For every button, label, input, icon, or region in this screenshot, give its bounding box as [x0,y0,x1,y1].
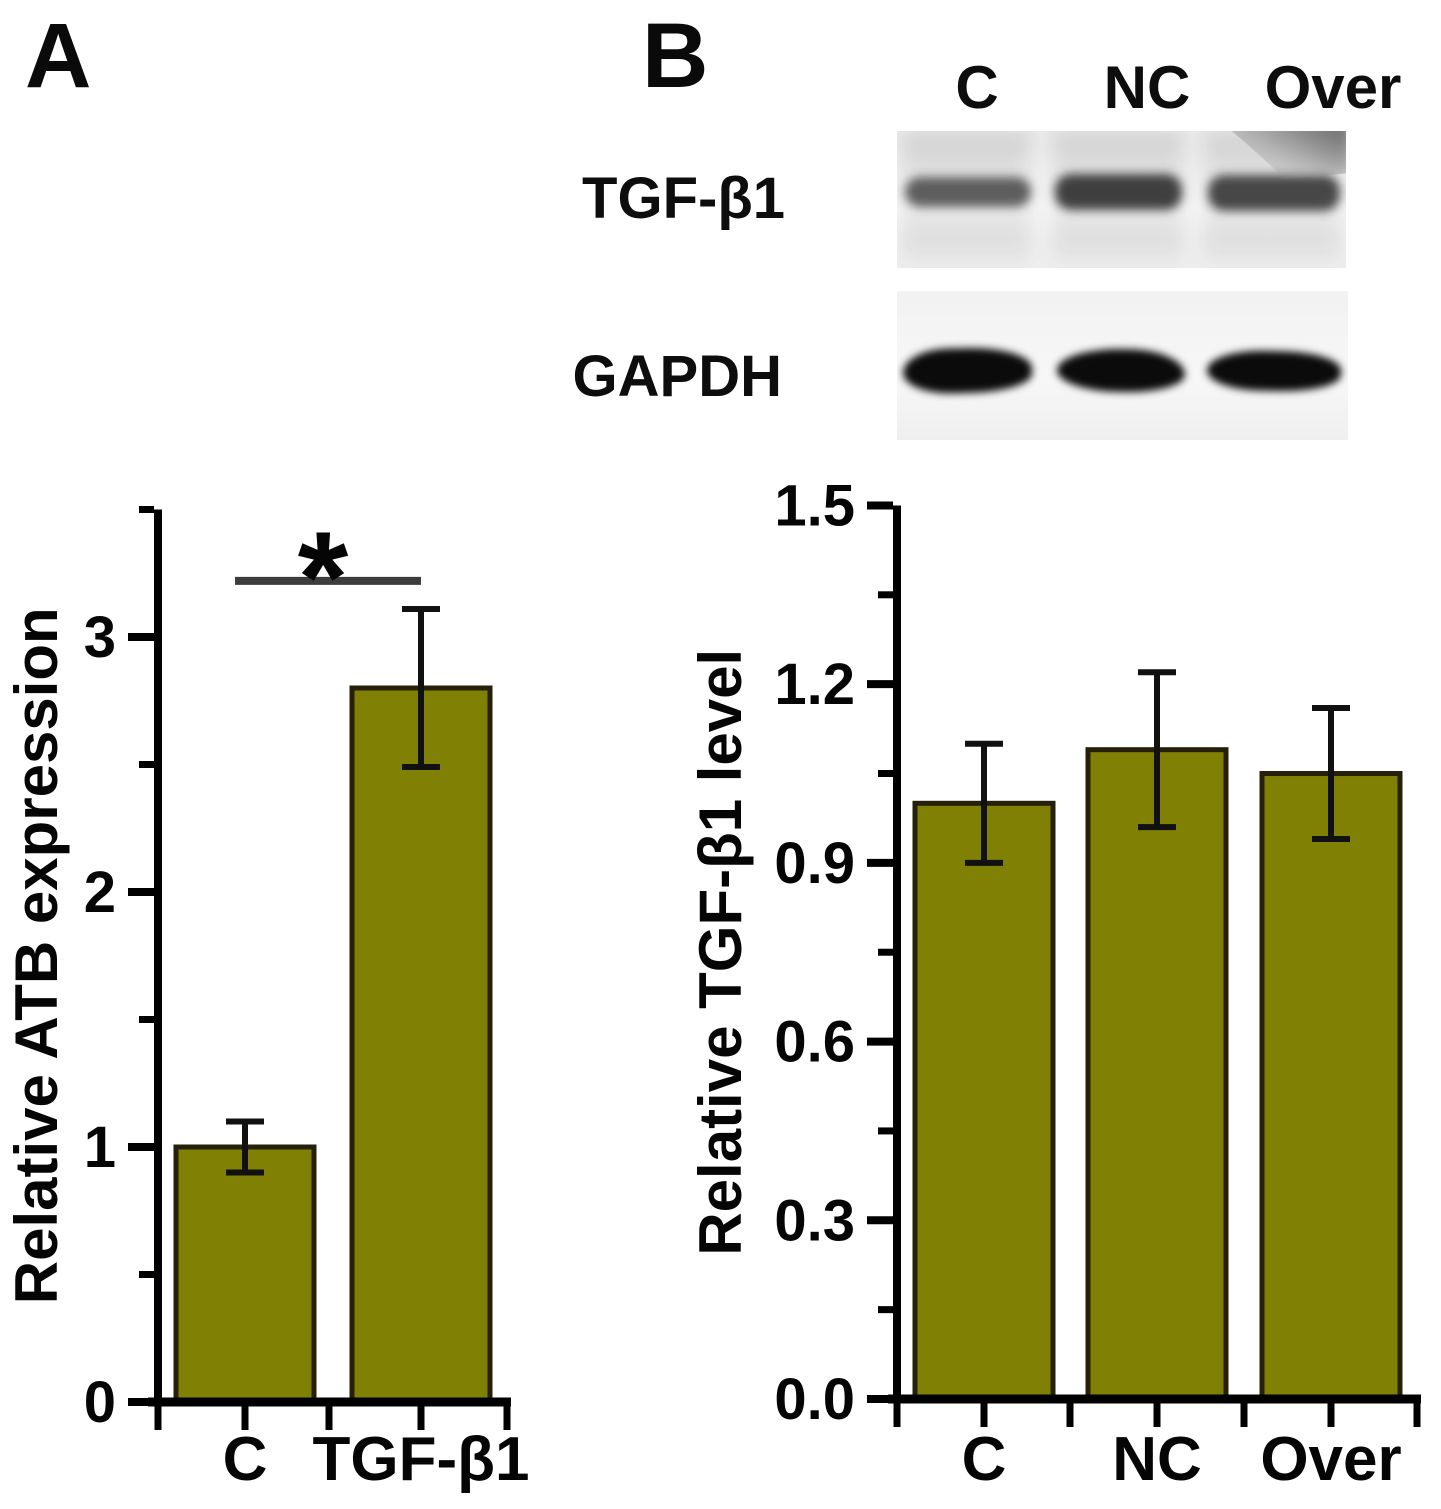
panel-b-label: B [642,5,709,107]
category-label-C: C [223,1425,268,1494]
y-tick-label: 3 [84,605,116,670]
category-label-TGF-β1: TGF-β1 [313,1425,530,1494]
western-blot-gapdh-strip [897,291,1348,440]
wb-row-label-gapdh: GAPDH [572,344,782,409]
y-tick-label: 0 [84,1370,116,1435]
significance-asterisk: * [298,504,349,650]
wb-row-label-tgfb1: TGF-β1 [582,166,785,231]
y-axis-label: Relative ATB expression [3,607,70,1304]
western-blot-tgfb1-strip [897,131,1346,268]
wb-lane-label-nc: NC [1103,54,1191,121]
wb-lane-label-c: C [955,54,999,121]
wb-band-tgfb1-over [1208,175,1340,211]
panel-a-label: A [25,5,92,107]
wb-band-tgfb1-nc [1055,174,1182,210]
bar-TGF-β1 [349,685,493,1405]
y-tick-label: 2 [84,860,116,925]
wb-band-tgfb1-c [905,177,1031,207]
wb-lane-label-over: Over [1264,54,1402,121]
bar-C [173,1144,317,1405]
y-tick-label: 1 [84,1115,116,1180]
